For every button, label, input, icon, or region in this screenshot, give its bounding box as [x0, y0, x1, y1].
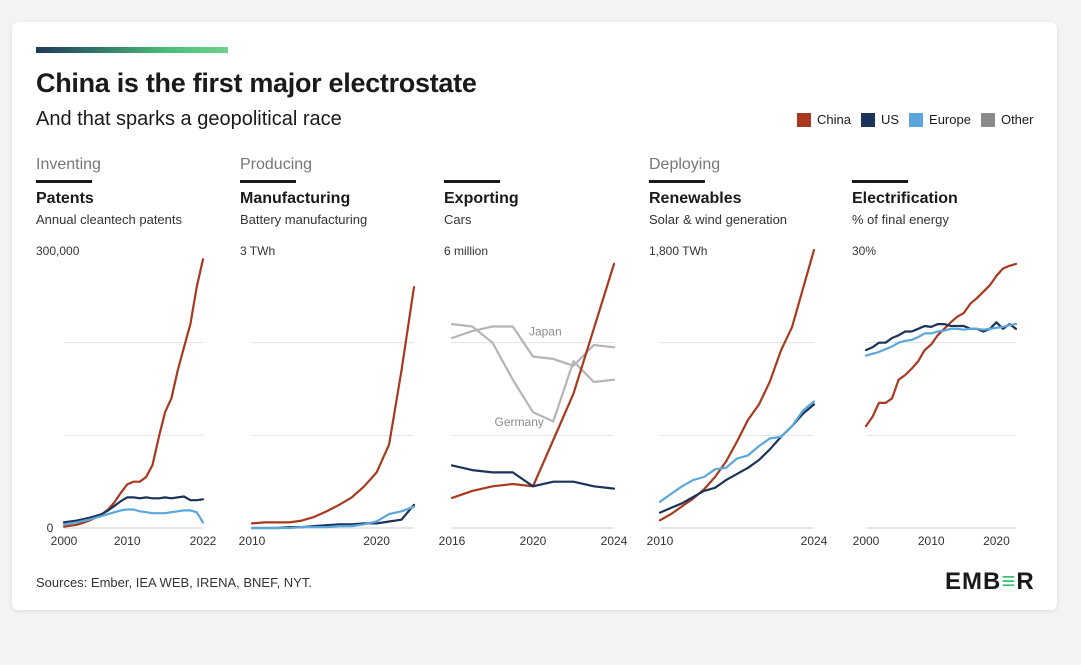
- series-line-electrification-china: [864, 262, 1018, 428]
- x-tick-label-electrification: 2000: [853, 534, 880, 548]
- panel-title-electrification: Electrification: [852, 190, 958, 207]
- page-title: China is the first major electrostate: [36, 68, 477, 98]
- x-tick-label-electrification: 2020: [983, 534, 1010, 548]
- panel-subtitle-electrification: % of final energy: [852, 212, 949, 227]
- series-line-electrification-us: [864, 321, 1018, 352]
- legend-label-china: China: [817, 112, 851, 127]
- panel-subtitle-exporting: Cars: [444, 212, 472, 227]
- accent-bar: [36, 47, 228, 53]
- series-line-patents-us: [62, 495, 205, 524]
- legend-item-china: China: [797, 112, 851, 127]
- legend-swatch-other: [980, 112, 995, 127]
- x-tick-label-exporting: 2016: [439, 534, 466, 548]
- group-label-inventing: Inventing: [36, 156, 101, 173]
- legend-label-europe: Europe: [929, 112, 971, 127]
- x-tick-label-renewables: 2024: [801, 534, 828, 548]
- group-label-deploying: Deploying: [649, 156, 721, 173]
- panel-rule: [444, 180, 500, 183]
- panel-title-renewables: Renewables: [649, 190, 742, 207]
- legend-label-other: Other: [1000, 112, 1034, 127]
- series-line-renewables-europe: [658, 400, 816, 503]
- series-line-exporting-us: [450, 464, 616, 490]
- x-tick-label-patents: 2010: [114, 534, 141, 548]
- axis-max-label-manufacturing: 3 TWh: [240, 244, 275, 258]
- sources-note: Sources: Ember, IEA WEB, IRENA, BNEF, NY…: [36, 575, 312, 590]
- annotation-japan: Japan: [529, 325, 562, 339]
- series-line-manufacturing-china: [250, 286, 416, 525]
- panel-rule: [649, 180, 705, 183]
- chart-card: [12, 22, 1057, 610]
- axis-max-label-exporting: 6 million: [444, 244, 488, 258]
- x-tick-label-patents: 2000: [51, 534, 78, 548]
- series-line-exporting-china: [450, 262, 616, 499]
- x-tick-label-manufacturing: 2020: [363, 534, 390, 548]
- legend-swatch-china: [797, 112, 811, 127]
- panel-subtitle-patents: Annual cleantech patents: [36, 212, 182, 227]
- group-label-producing: Producing: [240, 156, 313, 173]
- axis-zero-label-patents: 0: [47, 521, 54, 535]
- panel-subtitle-manufacturing: Battery manufacturing: [240, 212, 368, 227]
- axis-max-label-renewables: 1,800 TWh: [649, 244, 707, 258]
- series-line-exporting-germany: [450, 323, 616, 423]
- series-line-electrification-europe: [864, 323, 1018, 357]
- axis-max-label-patents: 300,000: [36, 244, 80, 258]
- x-tick-label-electrification: 2010: [918, 534, 945, 548]
- legend-item-us: US: [860, 112, 900, 127]
- legend-swatch-europe: [909, 112, 924, 127]
- series-line-patents-europe: [62, 508, 205, 526]
- axis-max-label-electrification: 30%: [852, 244, 876, 258]
- series-line-renewables-china: [658, 248, 816, 522]
- legend-swatch-us: [860, 112, 875, 127]
- panel-title-exporting: Exporting: [444, 190, 519, 207]
- panel-title-manufacturing: Manufacturing: [240, 190, 351, 207]
- x-tick-label-manufacturing: 2010: [239, 534, 266, 548]
- panel-rule: [240, 180, 296, 183]
- x-tick-label-exporting: 2020: [520, 534, 547, 548]
- series-line-manufacturing-europe: [250, 505, 416, 530]
- x-tick-label-renewables: 2010: [647, 534, 674, 548]
- panel-title-patents: Patents: [36, 190, 94, 207]
- legend-item-other: Other: [980, 112, 1034, 127]
- annotation-germany: Germany: [495, 415, 544, 429]
- legend: China US Europe Other: [797, 112, 1033, 127]
- series-line-patents-china: [62, 258, 205, 528]
- page-subtitle: And that sparks a geopolitical race: [36, 108, 342, 130]
- panel-subtitle-renewables: Solar & wind generation: [649, 212, 788, 227]
- legend-label-us: US: [880, 112, 900, 127]
- ember-logo: EMB≡R: [945, 568, 1035, 595]
- x-tick-label-exporting: 2024: [601, 534, 628, 548]
- legend-item-europe: Europe: [909, 112, 971, 127]
- panel-rule: [852, 180, 908, 183]
- x-tick-label-patents: 2022: [190, 534, 217, 548]
- panel-rule: [36, 180, 92, 183]
